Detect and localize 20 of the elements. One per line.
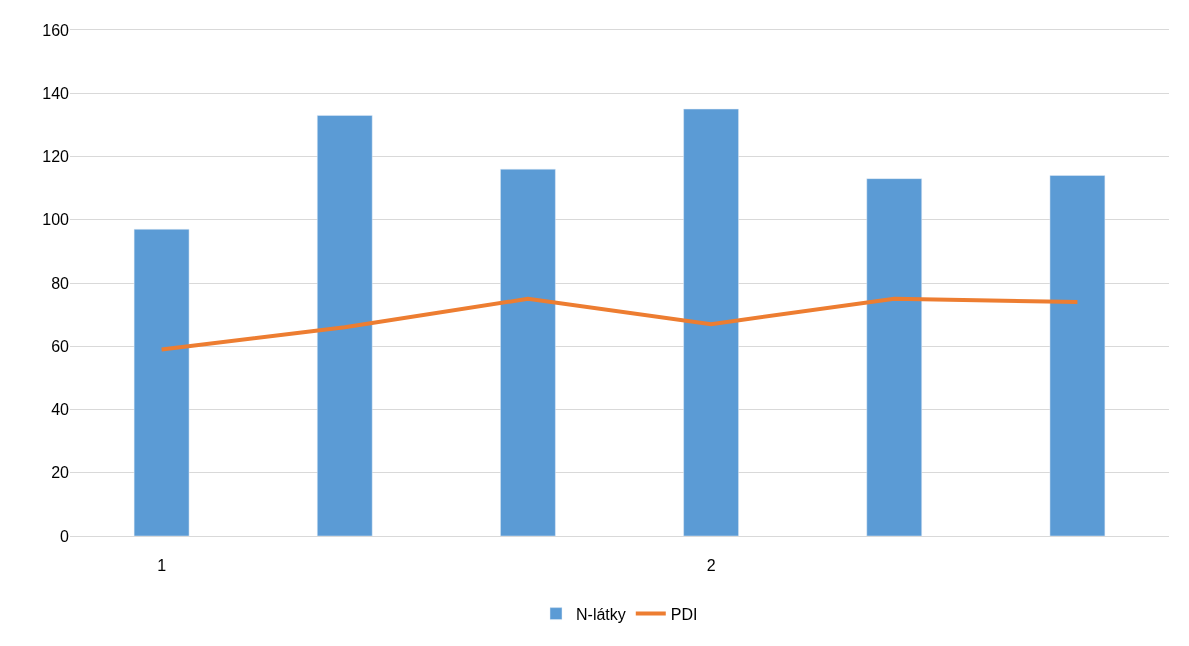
y-tick-label: 40 [51, 401, 70, 419]
bar [1049, 175, 1106, 536]
x-tick-label: 1 [157, 557, 167, 575]
y-tick-label: 160 [42, 21, 70, 39]
y-tick-label: 100 [42, 211, 70, 229]
bar [683, 108, 739, 536]
bar [500, 168, 556, 536]
bar [317, 115, 373, 536]
y-tick-label: 20 [51, 464, 70, 482]
y-tick-label: 140 [42, 84, 70, 102]
bar [133, 228, 190, 536]
line-series [159, 296, 1080, 352]
x-tick-label: 2 [706, 557, 716, 575]
legend-label: PDI [670, 605, 698, 623]
y-tick-label: 60 [51, 337, 70, 355]
y-tick-label: 80 [51, 274, 70, 292]
legend-label: N-látky [576, 605, 626, 623]
bar [866, 178, 922, 536]
y-tick-label: 120 [42, 148, 70, 166]
y-tick-label: 0 [60, 527, 70, 545]
